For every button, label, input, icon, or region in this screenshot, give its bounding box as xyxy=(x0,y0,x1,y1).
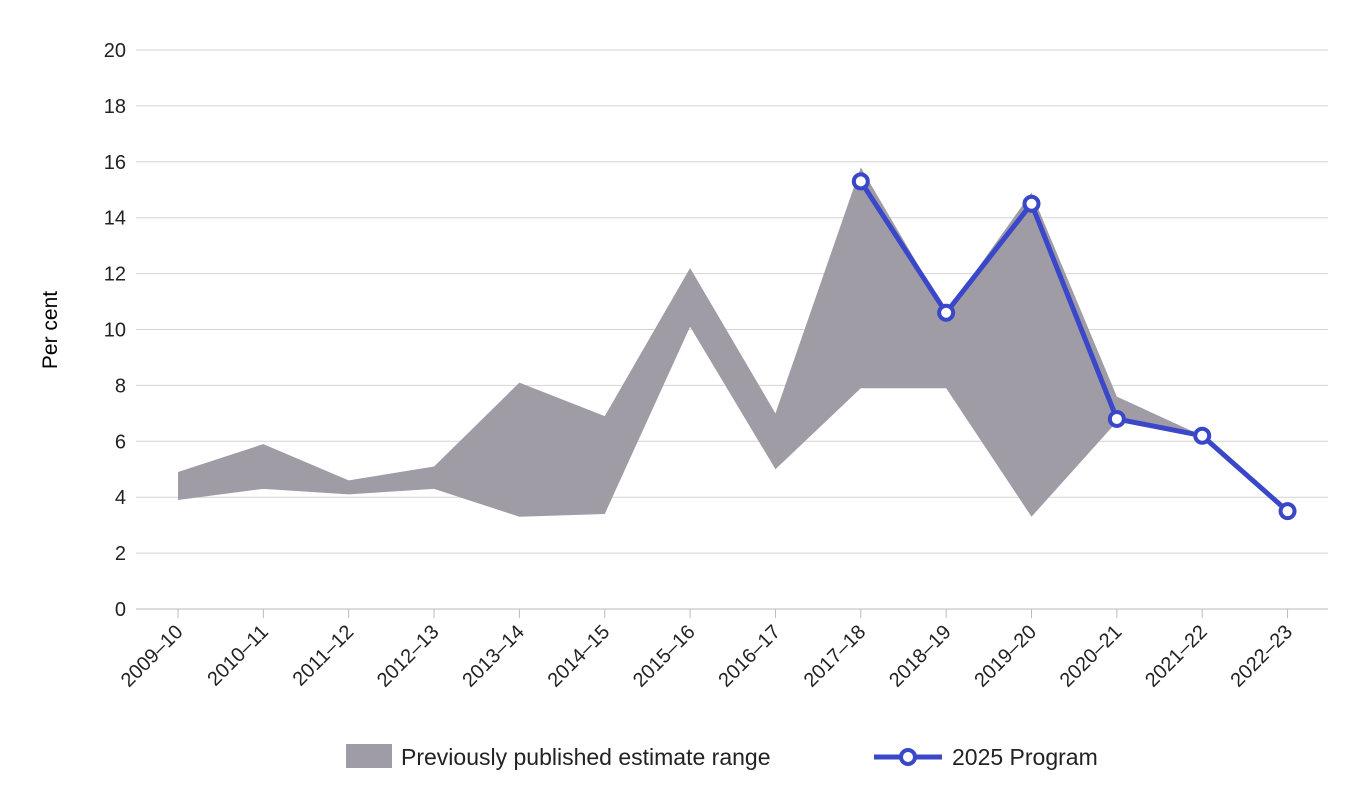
program-line xyxy=(858,180,1290,514)
x-tick-label: 2010–11 xyxy=(203,621,273,691)
y-tick-label: 8 xyxy=(115,375,126,397)
x-tick-label: 2012–13 xyxy=(373,621,444,692)
program-point xyxy=(1022,194,1041,213)
y-tick-label: 6 xyxy=(115,431,126,453)
y-tick-label: 0 xyxy=(115,599,126,621)
program-point xyxy=(937,303,956,322)
x-tick-label: 2018–19 xyxy=(885,621,956,692)
legend-marker xyxy=(899,748,917,766)
x-tick-label: 2022–23 xyxy=(1226,621,1297,692)
legend-swatch-range xyxy=(346,744,392,768)
legend: Previously published estimate range 2025… xyxy=(346,744,1098,770)
legend-label-range: Previously published estimate range xyxy=(401,744,770,770)
x-tick-label: 2021–22 xyxy=(1141,621,1212,692)
y-tick-label: 14 xyxy=(104,208,126,230)
range-area xyxy=(178,167,1203,517)
x-tick-label: 2020–21 xyxy=(1056,621,1127,692)
x-tick-label: 2016–17 xyxy=(714,621,785,692)
program-point xyxy=(1193,426,1212,445)
x-tick-label: 2017–18 xyxy=(800,621,871,692)
y-axis-label: Per cent xyxy=(39,291,62,369)
y-axis-ticks: 0 2 4 6 8 10 12 14 16 18 20 xyxy=(104,40,126,621)
x-tick-label: 2011–12 xyxy=(289,621,359,691)
x-tick-label: 2014–15 xyxy=(544,621,615,692)
program-point xyxy=(851,172,870,191)
y-tick-label: 20 xyxy=(104,40,126,62)
gridlines xyxy=(136,49,1328,610)
legend-label-line: 2025 Program xyxy=(952,744,1098,770)
x-tick-label: 2013–14 xyxy=(458,621,529,692)
x-tick-label: 2019–20 xyxy=(970,621,1041,692)
y-tick-label: 2 xyxy=(115,543,126,565)
plot-marks xyxy=(178,167,1297,521)
program-point xyxy=(1107,409,1126,428)
y-tick-label: 4 xyxy=(115,487,126,509)
y-tick-label: 18 xyxy=(104,96,126,118)
y-tick-label: 10 xyxy=(104,320,126,342)
y-tick-label: 16 xyxy=(104,152,126,174)
x-tick-label: 2009–10 xyxy=(117,621,188,692)
x-tick-label: 2015–16 xyxy=(629,621,700,692)
x-axis-ticks: 2009–10 2010–11 2011–12 2012–13 2013–14 2014–… xyxy=(117,609,1297,692)
y-tick-label: 12 xyxy=(104,264,126,286)
program-point xyxy=(1278,502,1297,521)
